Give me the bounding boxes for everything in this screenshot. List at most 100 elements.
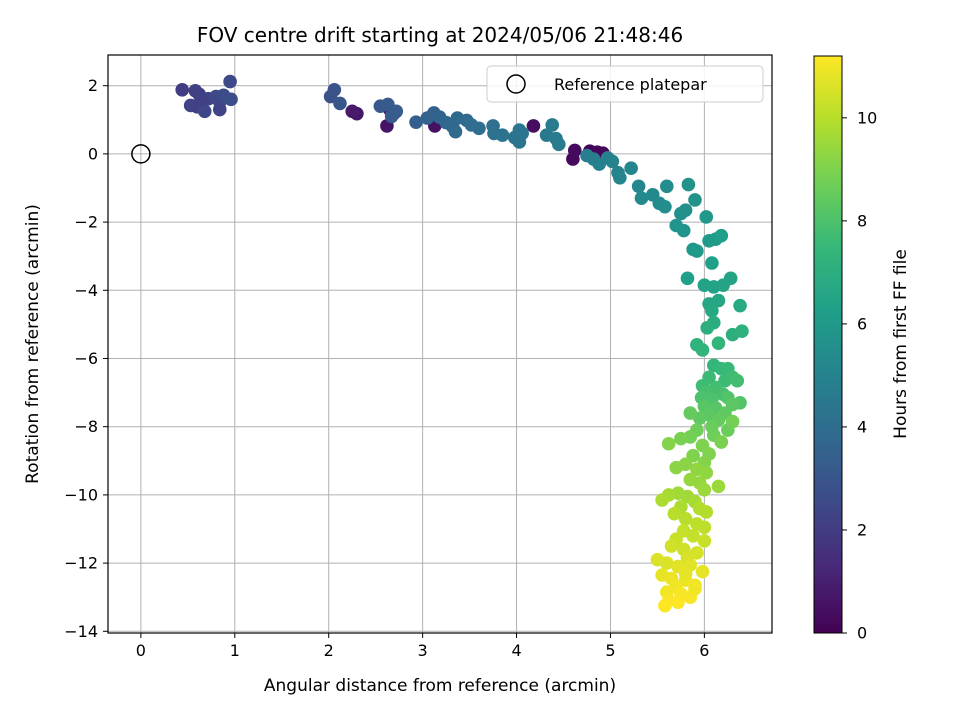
scatter-point: [605, 154, 620, 169]
scatter-point: [409, 115, 423, 129]
scatter-point: [664, 539, 679, 553]
colorbar-tick-label: 4: [857, 417, 867, 436]
y-tick-label: −4: [74, 281, 98, 300]
y-tick-label: −2: [74, 213, 98, 232]
legend-box: [486, 65, 764, 103]
scatter-point: [545, 118, 560, 132]
scatter-point: [711, 293, 726, 308]
scatter-point: [660, 179, 674, 194]
scatter-point: [699, 505, 714, 519]
scatter-point: [711, 336, 726, 350]
colorbar-tick-label: 2: [857, 520, 867, 539]
scatter-point: [695, 564, 710, 579]
scatter-point: [658, 598, 672, 613]
scatter-point: [725, 414, 740, 429]
scatter-point: [733, 298, 747, 313]
chart-title: FOV centre drift starting at 2024/05/06 …: [197, 23, 683, 47]
scatter-point: [678, 203, 693, 217]
y-tick-label: 0: [88, 144, 98, 163]
scatter-point: [512, 123, 527, 137]
scatter-point: [495, 128, 510, 142]
scatter-point: [688, 581, 702, 596]
legend-reference-icon: [506, 74, 526, 94]
colorbar: 0 2 4 6 8 10 Hours from first FF file: [813, 55, 911, 643]
y-tick-label: −8: [74, 417, 98, 436]
scatter-point: [660, 556, 674, 570]
scatter-point: [697, 534, 712, 548]
scatter-point: [634, 191, 649, 206]
scatter-point: [678, 457, 693, 472]
x-tick-label: 5: [605, 641, 615, 660]
scatter-point: [224, 92, 238, 107]
y-axis-label: Rotation from reference (arcmin): [23, 204, 43, 484]
y-tick-label: 2: [88, 76, 98, 95]
scatter-point: [714, 228, 729, 243]
legend: Reference platepar: [486, 65, 764, 103]
scatter-point: [688, 193, 702, 207]
scatter-point: [175, 82, 189, 97]
colorbar-ticks: 0 2 4 6 8 10: [842, 108, 877, 643]
y-tick-label: −6: [74, 349, 98, 368]
scatter-point: [683, 406, 698, 420]
colorbar-tick-label: 8: [857, 211, 867, 230]
scatter-point: [212, 102, 227, 117]
x-tick-label: 6: [699, 641, 709, 660]
scatter-point: [699, 210, 714, 224]
scatter-point: [552, 137, 566, 152]
scatter-point: [661, 436, 676, 451]
scatter-point: [197, 104, 212, 119]
scatter-point: [472, 121, 486, 136]
scatter-point: [678, 511, 693, 526]
scatter-point: [711, 479, 726, 494]
scatter-point: [681, 177, 696, 192]
scatter-points: [175, 74, 749, 613]
scatter-point: [631, 179, 646, 194]
scatter-point: [624, 161, 638, 176]
x-tick-label: 4: [511, 641, 521, 660]
colorbar-label: Hours from first FF file: [891, 249, 911, 439]
scatter-point: [697, 482, 712, 497]
scatter-point: [223, 74, 237, 89]
scatter-point: [333, 96, 347, 111]
scatter-point: [194, 92, 208, 107]
scatter-point: [735, 324, 749, 339]
scatter-point: [697, 520, 712, 535]
scatter-point: [676, 223, 691, 238]
scatter-point: [678, 566, 693, 581]
reference-platepar-marker: [131, 144, 151, 164]
scatter-point: [674, 431, 688, 446]
colorbar-tick-label: 0: [857, 624, 867, 643]
scatter-point: [700, 321, 714, 335]
x-tick-label: 0: [136, 641, 146, 660]
colorbar-gradient: [813, 55, 843, 634]
colorbar-tick-label: 10: [857, 108, 877, 127]
scatter-point: [705, 303, 719, 318]
colorbar-tick-label: 6: [857, 314, 867, 333]
x-axis-ticks: 0 1 2 3 4 5 6: [136, 633, 709, 660]
scatter-point: [680, 271, 695, 286]
y-tick-label: −14: [64, 622, 98, 641]
y-tick-label: −10: [64, 485, 98, 504]
scatter-point: [671, 595, 685, 610]
scatter-point: [613, 170, 627, 185]
scatter-point: [448, 124, 463, 139]
y-tick-label: −12: [64, 554, 98, 573]
x-tick-label: 3: [418, 641, 428, 660]
scatter-point: [566, 152, 580, 166]
scatter-point: [686, 529, 700, 543]
y-axis-ticks: 2 0 −2 −4 −6 −8 −10 −12 −14: [64, 76, 108, 641]
scatter-point: [699, 465, 714, 480]
scatter-point: [667, 506, 682, 521]
scatter-point: [345, 104, 359, 119]
scatter-point: [714, 435, 729, 449]
scatter-point: [389, 104, 404, 119]
scatter-point: [327, 82, 342, 97]
scatter-point: [705, 256, 719, 270]
scatter-point: [658, 199, 672, 214]
scatter-point: [695, 343, 710, 357]
scatter-point: [723, 271, 738, 286]
legend-entry-reference-platepar: Reference platepar: [554, 75, 707, 94]
x-tick-label: 1: [230, 641, 240, 660]
scatter-point: [730, 373, 745, 388]
